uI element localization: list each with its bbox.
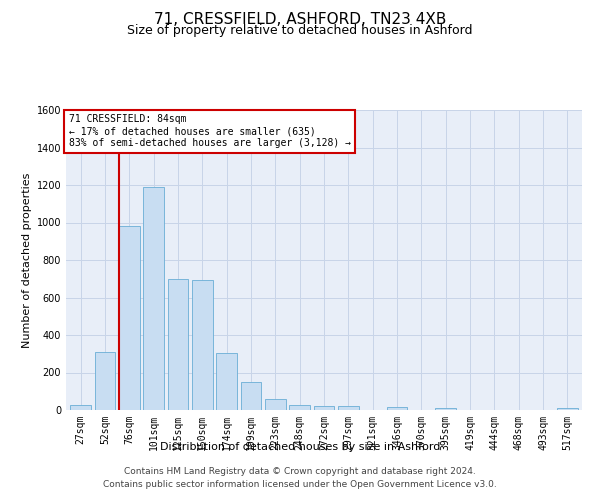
Bar: [216, 353, 237, 410]
Bar: [436, 408, 456, 410]
Bar: [557, 408, 578, 410]
Bar: [289, 406, 310, 410]
Text: Contains HM Land Registry data © Crown copyright and database right 2024.: Contains HM Land Registry data © Crown c…: [124, 467, 476, 476]
Bar: [143, 187, 164, 410]
Text: 71 CRESSFIELD: 84sqm
← 17% of detached houses are smaller (635)
83% of semi-deta: 71 CRESSFIELD: 84sqm ← 17% of detached h…: [68, 114, 350, 148]
Bar: [70, 406, 91, 410]
Bar: [386, 407, 407, 410]
Text: Distribution of detached houses by size in Ashford: Distribution of detached houses by size …: [160, 442, 440, 452]
Bar: [167, 279, 188, 410]
Bar: [95, 352, 115, 410]
Text: Size of property relative to detached houses in Ashford: Size of property relative to detached ho…: [127, 24, 473, 37]
Text: 71, CRESSFIELD, ASHFORD, TN23 4XB: 71, CRESSFIELD, ASHFORD, TN23 4XB: [154, 12, 446, 28]
Bar: [241, 382, 262, 410]
Text: Contains public sector information licensed under the Open Government Licence v3: Contains public sector information licen…: [103, 480, 497, 489]
Bar: [119, 226, 140, 410]
Bar: [314, 406, 334, 410]
Bar: [265, 399, 286, 410]
Bar: [192, 280, 212, 410]
Y-axis label: Number of detached properties: Number of detached properties: [22, 172, 32, 348]
Bar: [338, 406, 359, 410]
